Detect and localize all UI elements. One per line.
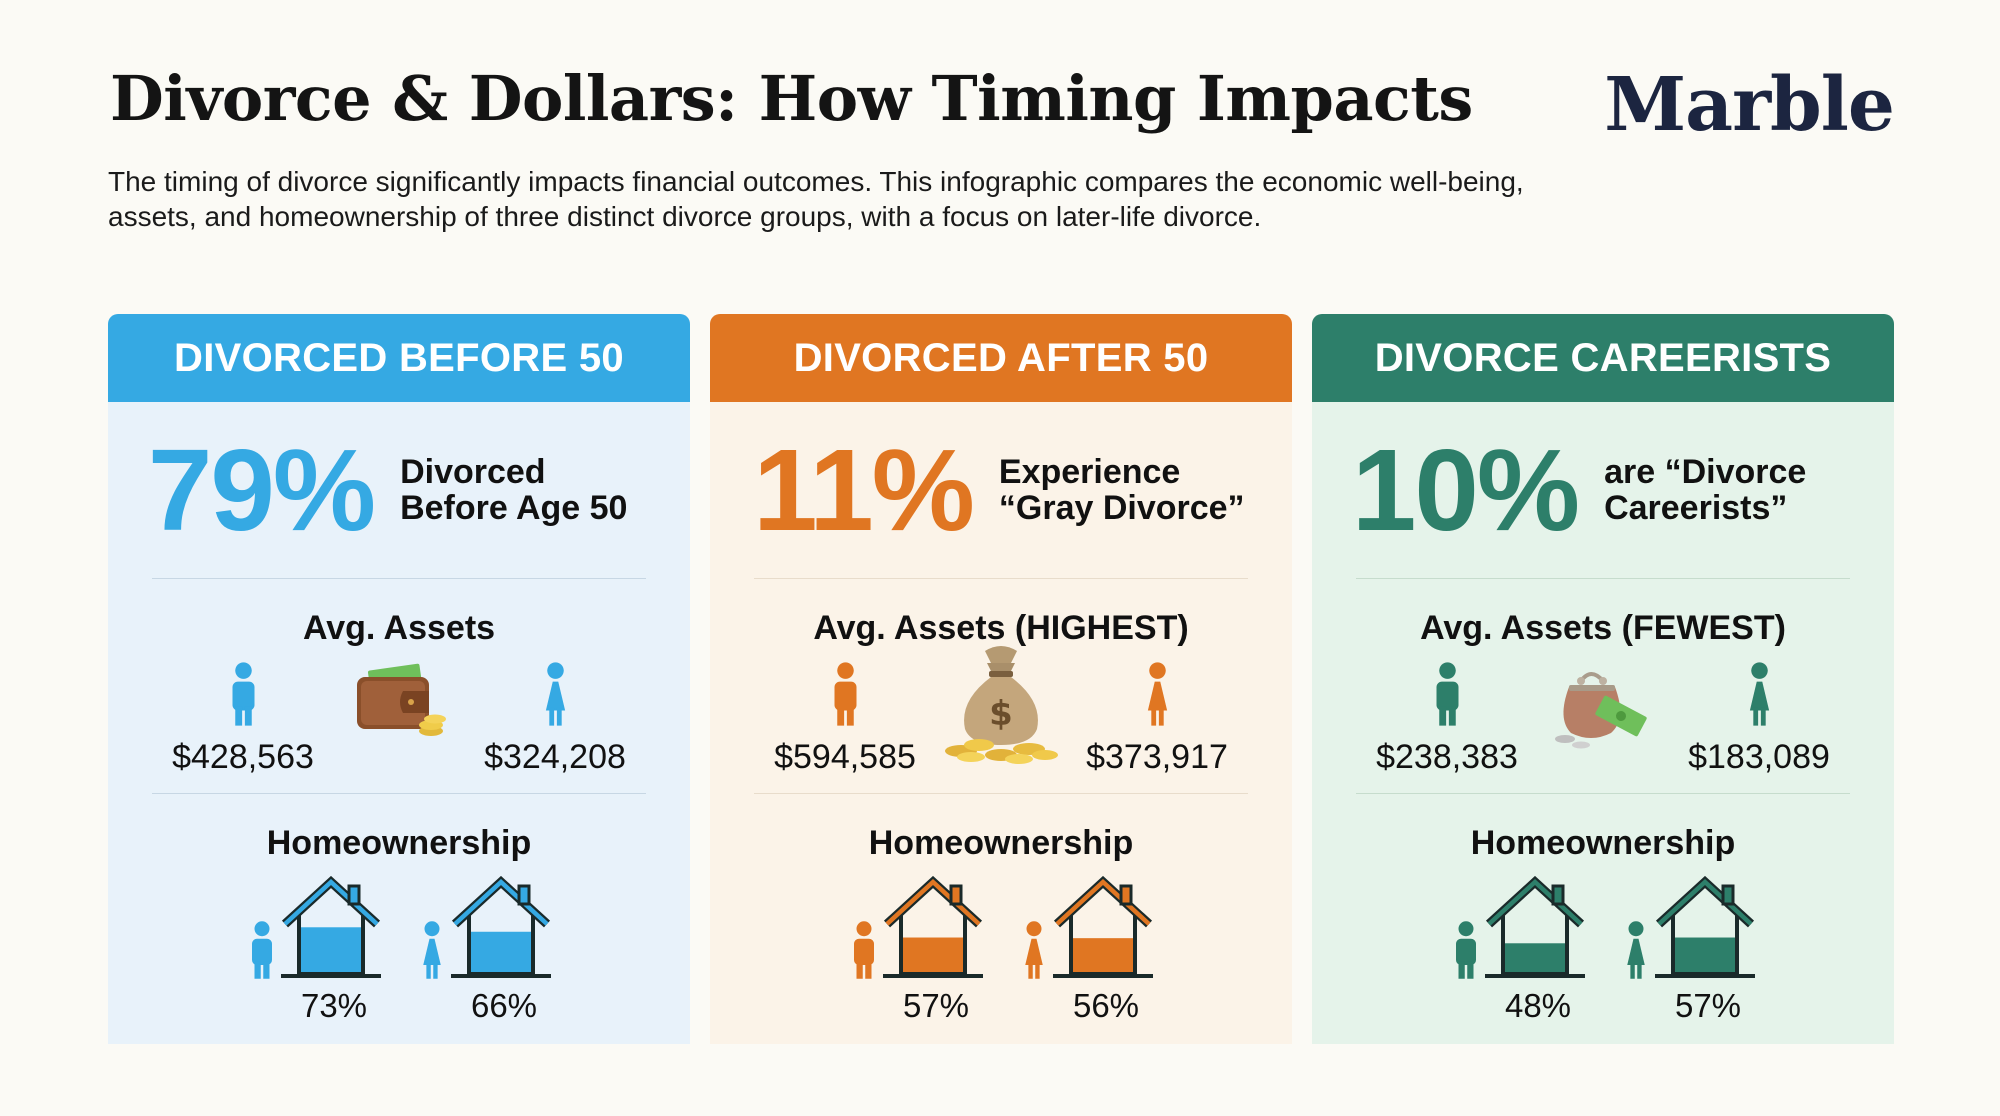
asset-female: $183,089 <box>1684 661 1834 777</box>
asset-row: $428,563 $324,208 <box>108 661 690 777</box>
asset-male: $594,585 <box>770 661 920 777</box>
asset-male: $238,383 <box>1372 661 1522 777</box>
homeownership-section: Homeownership 57% <box>710 794 1292 1044</box>
card-divorced-after-50: DIVORCED AFTER 50 11% Experience “Gray D… <box>710 314 1292 1044</box>
female-person-icon <box>1621 920 1651 985</box>
house-icon <box>1485 875 1585 985</box>
house-icon <box>451 875 551 985</box>
homeownership-title: Homeownership <box>1470 824 1736 862</box>
house-icon <box>883 875 983 985</box>
divider <box>1356 578 1850 579</box>
female-person-icon <box>417 920 447 985</box>
home-male: 57% <box>849 875 983 1025</box>
stat-row: 79% Divorced Before Age 50 <box>108 402 690 578</box>
house-icon <box>281 875 381 985</box>
brand-logo: Marble <box>1604 62 1895 148</box>
home-pct-male: 57% <box>902 987 970 1024</box>
asset-male: $428,563 <box>168 661 318 777</box>
homeownership-row: 73% 66% <box>108 875 690 1025</box>
svg-text:$: $ <box>989 694 1013 734</box>
stat-percent: 11% <box>753 425 975 555</box>
assets-title: Avg. Assets <box>302 609 496 647</box>
stat-label-line2: “Gray Divorce” <box>998 489 1245 527</box>
assets-title: Avg. Assets (FEWEST) <box>1420 609 1786 647</box>
coin-purse-icon <box>1551 663 1655 756</box>
page-title: Divorce & Dollars: How Timing Impacts <box>110 62 1473 135</box>
female-person-icon <box>1743 661 1776 738</box>
stat-row: 11% Experience “Gray Divorce” <box>710 402 1292 578</box>
house-icon <box>1655 875 1755 985</box>
male-person-icon <box>849 920 879 985</box>
asset-value-female: $324,208 <box>484 738 626 776</box>
homeownership-row: 48% 57% <box>1312 875 1894 1025</box>
female-person-icon <box>1141 661 1174 738</box>
homeownership-title: Homeownership <box>868 824 1134 862</box>
homeownership-section: Homeownership 73% <box>108 794 690 1044</box>
male-person-icon <box>1431 661 1464 738</box>
home-male: 73% <box>247 875 381 1025</box>
asset-row: $594,585 $373,917 <box>710 661 1292 777</box>
stat-label-line1: Divorced <box>400 453 546 491</box>
stat-label-line1: Experience <box>998 453 1181 491</box>
male-person-icon <box>227 661 260 738</box>
cards-container: DIVORCED BEFORE 50 79% Divorced Before A… <box>108 314 1894 1044</box>
homeownership-section: Homeownership 48% <box>1312 794 1894 1044</box>
female-person-icon <box>539 661 572 738</box>
homeownership-title: Homeownership <box>266 824 532 862</box>
home-female: 66% <box>417 875 551 1025</box>
divider <box>754 793 1248 794</box>
card-divorce-careerists: DIVORCE CAREERISTS 10% are “Divorce Care… <box>1312 314 1894 1044</box>
male-person-icon <box>829 661 862 738</box>
divider <box>1356 793 1850 794</box>
asset-value-female: $373,917 <box>1086 738 1228 776</box>
asset-row: $238,383 $183,089 <box>1312 661 1894 777</box>
stat-label: are “Divorce Careerists” <box>1604 454 1854 526</box>
asset-value-male: $428,563 <box>172 738 314 776</box>
home-female: 57% <box>1621 875 1755 1025</box>
asset-value-female: $183,089 <box>1688 738 1830 776</box>
asset-value-male: $594,585 <box>774 738 916 776</box>
home-pct-female: 66% <box>470 987 538 1024</box>
homeownership-row: 57% 56% <box>710 875 1292 1025</box>
divider <box>152 793 646 794</box>
stat-label-line2: Careerists” <box>1604 489 1788 527</box>
card-divorced-before-50: DIVORCED BEFORE 50 79% Divorced Before A… <box>108 314 690 1044</box>
assets-section: Avg. Assets $428,563 $324,208 <box>108 579 690 793</box>
home-pct-male: 73% <box>300 987 368 1024</box>
stat-label-line1: are “Divorce <box>1604 453 1807 491</box>
male-person-icon <box>1451 920 1481 985</box>
divider <box>754 578 1248 579</box>
money-bag-icon: $ <box>941 641 1061 770</box>
asset-female: $324,208 <box>480 661 630 777</box>
card-header: DIVORCED BEFORE 50 <box>108 314 690 402</box>
stat-label: Divorced Before Age 50 <box>400 454 650 526</box>
assets-title: Avg. Assets (HIGHEST) <box>813 609 1189 647</box>
home-pct-female: 56% <box>1072 987 1140 1024</box>
male-person-icon <box>247 920 277 985</box>
card-header: DIVORCED AFTER 50 <box>710 314 1292 402</box>
home-pct-female: 57% <box>1674 987 1742 1024</box>
wallet-icon <box>351 661 447 746</box>
home-pct-male: 48% <box>1504 987 1572 1024</box>
home-female: 56% <box>1019 875 1153 1025</box>
stat-percent: 10% <box>1351 425 1580 555</box>
page-subtitle: The timing of divorce significantly impa… <box>108 166 1524 232</box>
stat-percent: 79% <box>147 425 376 555</box>
female-person-icon <box>1019 920 1049 985</box>
divider <box>152 578 646 579</box>
asset-female: $373,917 <box>1082 661 1232 777</box>
assets-section: Avg. Assets (FEWEST) $238,383 $183,089 <box>1312 579 1894 793</box>
house-icon <box>1053 875 1153 985</box>
stat-label-line2: Before Age 50 <box>400 489 628 527</box>
card-header: DIVORCE CAREERISTS <box>1312 314 1894 402</box>
home-male: 48% <box>1451 875 1585 1025</box>
stat-label: Experience “Gray Divorce” <box>999 454 1249 526</box>
asset-value-male: $238,383 <box>1376 738 1518 776</box>
assets-section: Avg. Assets (HIGHEST) $594,585 $373,917 … <box>710 579 1292 793</box>
stat-row: 10% are “Divorce Careerists” <box>1312 402 1894 578</box>
